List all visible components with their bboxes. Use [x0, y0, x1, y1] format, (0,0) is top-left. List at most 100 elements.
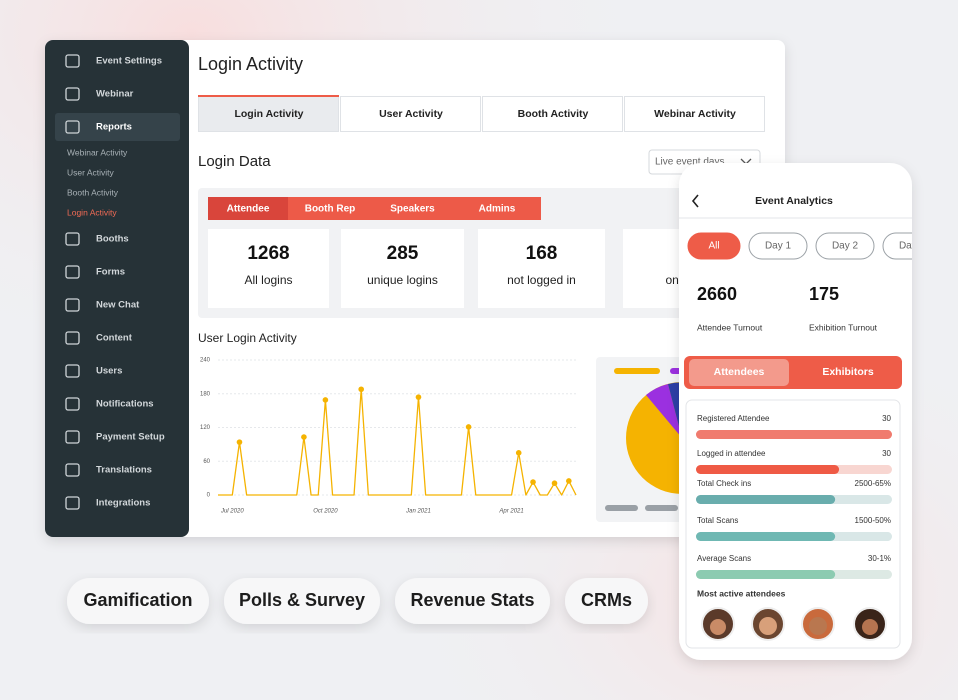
data-point	[358, 386, 365, 393]
stat-value: 168	[526, 243, 558, 264]
day-chip-label: All	[708, 241, 719, 252]
day-chip-label: Day 2	[832, 241, 859, 252]
turnout-value: 2660	[697, 284, 737, 304]
nav-icon	[65, 232, 80, 246]
y-tick-label: 0	[207, 493, 211, 499]
sidebar	[45, 40, 189, 537]
nav-item[interactable]: Booths	[96, 234, 129, 245]
nav-item[interactable]: Forms	[96, 267, 125, 278]
toggle-label[interactable]: Exhibitors	[822, 366, 874, 378]
nav-subitem[interactable]: Webinar Activity	[67, 147, 128, 157]
metric-value: 30	[882, 449, 891, 458]
tab[interactable]	[624, 96, 765, 132]
nav-icon	[65, 54, 80, 68]
feature-pill[interactable]	[565, 578, 648, 624]
back-button[interactable]	[691, 194, 699, 208]
stat-value: 1268	[247, 243, 289, 264]
nav-item[interactable]: Payment Setup	[96, 432, 165, 443]
phone-content: Event Analytics Most active attendees Al…	[679, 194, 941, 649]
nav-subitem[interactable]: User Activity	[67, 167, 115, 177]
nav-item[interactable]: Reports	[96, 122, 132, 133]
progress-bar	[696, 532, 836, 541]
dashboard-card: Login Activity Login Data Live event day…	[45, 40, 785, 537]
role-tab[interactable]	[453, 197, 541, 220]
day-chip[interactable]	[687, 232, 741, 260]
stat-card	[341, 229, 464, 308]
feature-label: Gamification	[83, 590, 192, 610]
nav-item[interactable]: Users	[96, 366, 122, 377]
feature-pill[interactable]	[67, 578, 209, 624]
phone: Event Analytics Most active attendees Al…	[679, 163, 941, 660]
nav-item[interactable]: New Chat	[96, 300, 140, 311]
toggle-active[interactable]	[689, 359, 789, 386]
nav-icon	[65, 265, 80, 279]
nav-item[interactable]: Content	[96, 333, 133, 344]
x-tick-label: Apr 2021	[498, 509, 523, 515]
nav-icon	[65, 87, 80, 101]
page-title: Login Activity	[198, 54, 303, 74]
y-tick-label: 180	[200, 391, 211, 397]
y-tick-label: 240	[200, 358, 211, 364]
nav-item[interactable]: Webinar	[96, 89, 134, 100]
progress-bar	[696, 570, 836, 579]
tab-label: Login Activity	[234, 108, 303, 120]
role-tab[interactable]	[288, 197, 372, 220]
metrics-card	[685, 399, 901, 649]
metric-value: 2500-65%	[855, 479, 891, 488]
day-chip-label: Day 3	[899, 241, 926, 252]
nav-active-bg	[55, 113, 180, 141]
stat-label: All logins	[244, 273, 292, 287]
nav-subitem[interactable]: Booth Activity	[67, 187, 119, 197]
avatar-face	[759, 617, 777, 635]
feature-pill[interactable]	[395, 578, 550, 624]
role-tab[interactable]	[372, 197, 453, 220]
stat-label: not logged in	[507, 273, 576, 287]
nav-icon	[65, 298, 80, 312]
feature-label: Revenue Stats	[410, 590, 534, 610]
most-active-title: Most active attendees	[697, 588, 786, 598]
turnout-label: Exhibition Turnout	[809, 322, 878, 332]
x-tick-label: Oct 2020	[313, 509, 338, 515]
turnout-label: Attendee Turnout	[697, 322, 763, 332]
data-point	[301, 434, 307, 440]
tab-label: Webinar Activity	[654, 108, 736, 120]
day-chip[interactable]	[882, 232, 941, 260]
pie-legend-swatch	[605, 505, 638, 511]
data-point	[530, 479, 536, 485]
nav-item[interactable]: Event Settings	[96, 56, 162, 67]
nav-icon	[65, 331, 80, 345]
nav-subitem[interactable]: Login Activity	[67, 207, 117, 217]
nav-item[interactable]: Translations	[96, 465, 152, 476]
feature-label: Polls & Survey	[239, 590, 365, 610]
day-chip[interactable]	[815, 232, 875, 260]
nav-icon	[65, 430, 80, 444]
dropdown-label: Live event days	[655, 157, 725, 168]
role-tab[interactable]	[208, 197, 288, 220]
pie-legend-swatch	[645, 505, 678, 511]
metric-label: Total Check ins	[697, 479, 751, 488]
data-point	[465, 424, 472, 430]
tab[interactable]	[482, 96, 623, 132]
nav-item[interactable]: Notifications	[96, 399, 154, 410]
section-title: Login Data	[198, 153, 271, 170]
progress-bar	[696, 430, 892, 439]
phone-title: Event Analytics	[755, 195, 833, 207]
metric-label: Total Scans	[697, 516, 738, 525]
nav-icon	[65, 496, 80, 510]
tab[interactable]	[340, 96, 481, 132]
tab-label: User Activity	[379, 108, 443, 120]
pie-legend-swatch	[614, 368, 660, 374]
feature-pill[interactable]	[224, 578, 380, 624]
stat-value: 285	[387, 243, 419, 264]
role-tab-label: Booth Rep	[305, 204, 356, 215]
data-point	[322, 397, 329, 403]
data-point	[515, 450, 522, 456]
metric-value: 30-1%	[868, 554, 891, 563]
nav-item[interactable]: Integrations	[96, 498, 150, 509]
day-chip[interactable]	[748, 232, 808, 260]
nav-icon	[65, 397, 80, 411]
metric-label: Average Scans	[697, 554, 751, 563]
role-tab-label: Speakers	[390, 204, 435, 215]
metric-label: Registered Attendee	[697, 414, 770, 423]
